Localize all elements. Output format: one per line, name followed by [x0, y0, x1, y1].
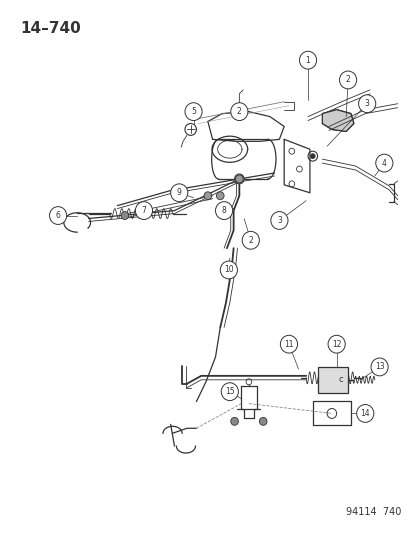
Text: 94114  740: 94114 740 [345, 507, 401, 518]
Text: 2: 2 [248, 236, 253, 245]
Circle shape [339, 71, 356, 89]
Text: 14–740: 14–740 [20, 21, 81, 36]
Text: 3: 3 [276, 216, 281, 225]
Circle shape [221, 383, 238, 401]
Text: 9: 9 [176, 188, 181, 197]
Circle shape [327, 335, 344, 353]
Text: 7: 7 [141, 206, 146, 215]
Circle shape [204, 192, 211, 200]
Text: 12: 12 [331, 340, 341, 349]
Circle shape [170, 184, 188, 201]
Text: 6: 6 [55, 211, 60, 220]
Circle shape [230, 417, 238, 425]
Circle shape [310, 154, 314, 159]
Text: 1: 1 [305, 55, 310, 64]
Text: 11: 11 [283, 340, 293, 349]
Circle shape [50, 207, 66, 224]
Circle shape [121, 212, 128, 220]
Text: c: c [337, 375, 342, 384]
FancyBboxPatch shape [317, 367, 347, 393]
Circle shape [185, 103, 202, 120]
Polygon shape [322, 110, 353, 132]
Text: 15: 15 [224, 387, 234, 396]
Text: 2: 2 [345, 76, 350, 84]
Circle shape [299, 51, 316, 69]
Circle shape [230, 103, 247, 120]
Circle shape [358, 95, 375, 112]
Text: 3: 3 [364, 99, 369, 108]
Text: 13: 13 [374, 362, 383, 372]
Circle shape [375, 154, 392, 172]
Text: 10: 10 [223, 265, 233, 274]
Circle shape [370, 358, 387, 376]
Circle shape [242, 231, 259, 249]
Circle shape [234, 174, 244, 184]
Text: 5: 5 [191, 107, 195, 116]
Text: 14: 14 [360, 409, 369, 418]
Text: 4: 4 [381, 159, 386, 167]
Circle shape [235, 175, 242, 183]
Circle shape [135, 201, 152, 220]
Circle shape [215, 201, 232, 220]
Circle shape [270, 212, 287, 229]
Circle shape [259, 417, 266, 425]
Circle shape [280, 335, 297, 353]
Text: 8: 8 [221, 206, 226, 215]
Circle shape [220, 261, 237, 279]
Text: 2: 2 [236, 107, 241, 116]
Circle shape [356, 405, 373, 422]
Circle shape [216, 192, 223, 200]
